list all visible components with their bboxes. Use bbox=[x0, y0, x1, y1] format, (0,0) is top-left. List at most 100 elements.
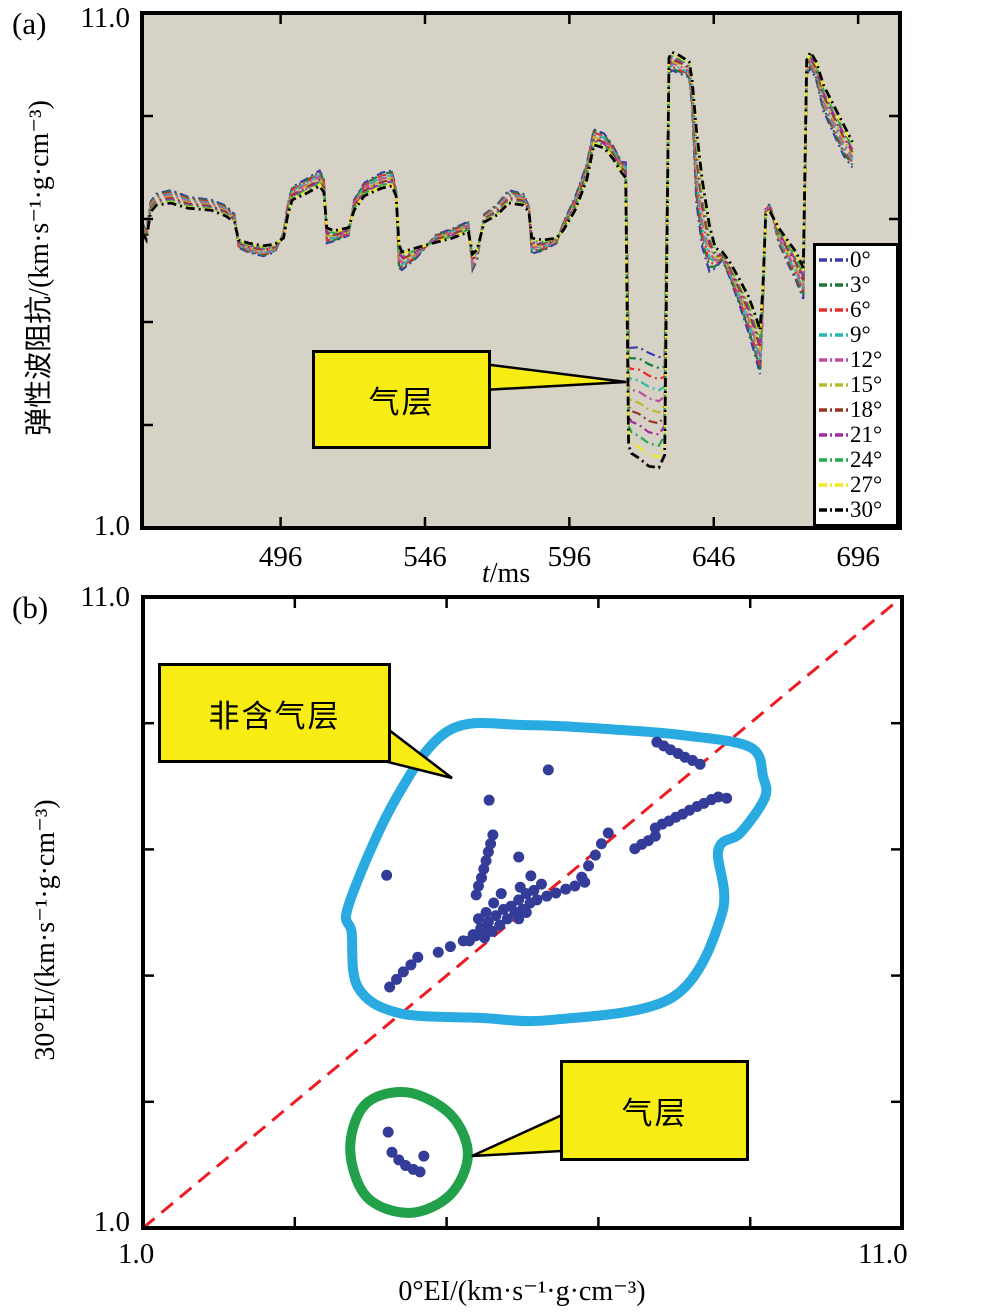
non-gas-data-point bbox=[397, 966, 409, 978]
panel-b-xmax-label: 11.0 bbox=[858, 1238, 908, 1270]
non-gas-data-point bbox=[602, 827, 614, 839]
legend-label: 30° bbox=[850, 497, 883, 523]
non-gas-data-point bbox=[520, 907, 532, 918]
legend-label: 21° bbox=[850, 422, 883, 448]
non-gas-data-point bbox=[524, 897, 536, 909]
non-gas-data-point bbox=[542, 764, 554, 776]
panel-b-ymin-label: 1.0 bbox=[93, 1206, 130, 1238]
legend-line-sample bbox=[819, 257, 849, 262]
legend: 0° 3° 6° 9° 12° 15° 18° 21° 24° 27° 30° bbox=[813, 243, 899, 527]
ei-curve-30deg bbox=[142, 49, 854, 470]
legend-label: 0° bbox=[850, 246, 871, 272]
x-tick-label: 496 bbox=[259, 541, 303, 573]
legend-label: 12° bbox=[850, 346, 883, 372]
legend-item-15deg: 15° bbox=[819, 371, 896, 397]
non-gas-data-point bbox=[560, 883, 572, 895]
legend-line-sample bbox=[819, 508, 849, 513]
non-gas-data-point bbox=[589, 849, 601, 861]
legend-label: 3° bbox=[850, 271, 871, 297]
x-tick-label: 696 bbox=[836, 541, 880, 573]
panel-a-x-axis-label: t/ms bbox=[482, 560, 530, 588]
panel-b-y-axis-label: 30°EI/(km·s⁻¹·g·cm⁻³) bbox=[30, 799, 61, 1061]
gas-data-point bbox=[418, 1150, 430, 1162]
non-gas-data-point bbox=[432, 946, 444, 958]
non-gas-data-point bbox=[721, 792, 733, 804]
non-gas-data-point bbox=[513, 913, 525, 925]
non-gas-data-point bbox=[488, 897, 500, 909]
non-gas-data-point bbox=[535, 878, 547, 890]
legend-item-3deg: 3° bbox=[819, 271, 896, 297]
legend-label: 6° bbox=[850, 296, 871, 322]
legend-item-12deg: 12° bbox=[819, 346, 896, 372]
non-gas-data-point bbox=[494, 919, 506, 931]
non-gas-data-point bbox=[513, 894, 525, 906]
plot-area-a bbox=[142, 13, 900, 528]
gas-data-point bbox=[382, 1126, 394, 1138]
legend-line-sample bbox=[819, 408, 849, 412]
legend-line-sample bbox=[819, 483, 849, 487]
gas-layer-callout-b: 气层 bbox=[560, 1060, 749, 1161]
legend-line-sample bbox=[819, 282, 849, 287]
non-gas-data-point bbox=[405, 959, 417, 971]
panel-b-ymax-label: 11.0 bbox=[80, 581, 130, 613]
non-gas-data-point bbox=[482, 916, 494, 928]
x-tick-label: 546 bbox=[403, 541, 447, 573]
plot-border-b bbox=[141, 595, 904, 1230]
legend-item-9deg: 9° bbox=[819, 321, 896, 347]
gas-data-point bbox=[414, 1166, 426, 1178]
non-gas-data-point bbox=[472, 880, 484, 892]
panel-a-plot: 496 546 596 646 696 bbox=[140, 11, 902, 573]
gas-region-outline bbox=[345, 1086, 473, 1218]
non-gas-layer-callout: 非含气层 bbox=[158, 663, 391, 763]
legend-item-24deg: 24° bbox=[819, 447, 896, 473]
non-gas-data-point bbox=[391, 973, 403, 985]
non-gas-data-point bbox=[595, 838, 607, 850]
non-gas-data-point bbox=[381, 869, 393, 881]
legend-line-sample bbox=[819, 358, 849, 362]
panel-b-letter: (b) bbox=[12, 590, 49, 625]
non-gas-data-point bbox=[528, 884, 540, 896]
legend-label: 15° bbox=[850, 371, 883, 397]
non-gas-data-point bbox=[444, 941, 456, 953]
legend-line-sample bbox=[819, 458, 849, 462]
x-axis-unit: /ms bbox=[489, 558, 531, 589]
legend-label: 27° bbox=[850, 472, 883, 498]
legend-label: 24° bbox=[850, 447, 883, 473]
ei-curve-12deg bbox=[142, 58, 854, 403]
legend-item-30deg: 30° bbox=[819, 497, 896, 523]
non-gas-data-point bbox=[583, 860, 595, 872]
non-gas-data-point bbox=[478, 863, 490, 875]
non-gas-data-point bbox=[501, 913, 513, 925]
non-gas-data-point bbox=[482, 846, 494, 858]
ei-curve-27deg bbox=[142, 51, 854, 458]
non-gas-data-point bbox=[384, 981, 396, 993]
legend-line-sample bbox=[819, 307, 849, 312]
legend-line-sample bbox=[819, 333, 849, 337]
plot-border-a bbox=[140, 11, 902, 530]
legend-label: 9° bbox=[850, 321, 871, 347]
non-gas-data-point bbox=[694, 758, 706, 770]
gas-layer-callout-a: 气层 bbox=[312, 350, 491, 449]
non-gas-data-point bbox=[487, 829, 499, 841]
panel-b-xmin-label: 1.0 bbox=[118, 1238, 155, 1270]
non-gas-data-point bbox=[649, 830, 661, 842]
non-gas-data-point bbox=[550, 887, 562, 899]
non-gas-data-point bbox=[490, 910, 502, 922]
panel-a-ymax-label: 11.0 bbox=[80, 2, 130, 34]
legend-line-sample bbox=[819, 433, 849, 437]
panel-b-x-axis-label: 0°EI/(km·s⁻¹·g·cm⁻³) bbox=[398, 1276, 646, 1307]
legend-line-sample bbox=[819, 383, 849, 387]
panel-b-plot bbox=[141, 595, 904, 1230]
non-gas-data-point bbox=[472, 913, 484, 925]
non-gas-layer-callout-text: 非含气层 bbox=[208, 698, 341, 735]
ei-curve-3deg bbox=[142, 63, 854, 370]
legend-item-21deg: 21° bbox=[819, 422, 896, 448]
gas-layer-callout-a-text: 气层 bbox=[368, 385, 435, 421]
non-gas-data-point bbox=[541, 890, 553, 902]
panel-a-ymin-label: 1.0 bbox=[93, 510, 130, 542]
non-gas-data-point bbox=[469, 930, 481, 942]
panel-a-y-axis-label: 弹性波阻抗/(km·s⁻¹·g·cm⁻³) bbox=[24, 100, 55, 436]
non-gas-data-point bbox=[480, 907, 492, 918]
non-gas-data-point bbox=[579, 876, 591, 888]
